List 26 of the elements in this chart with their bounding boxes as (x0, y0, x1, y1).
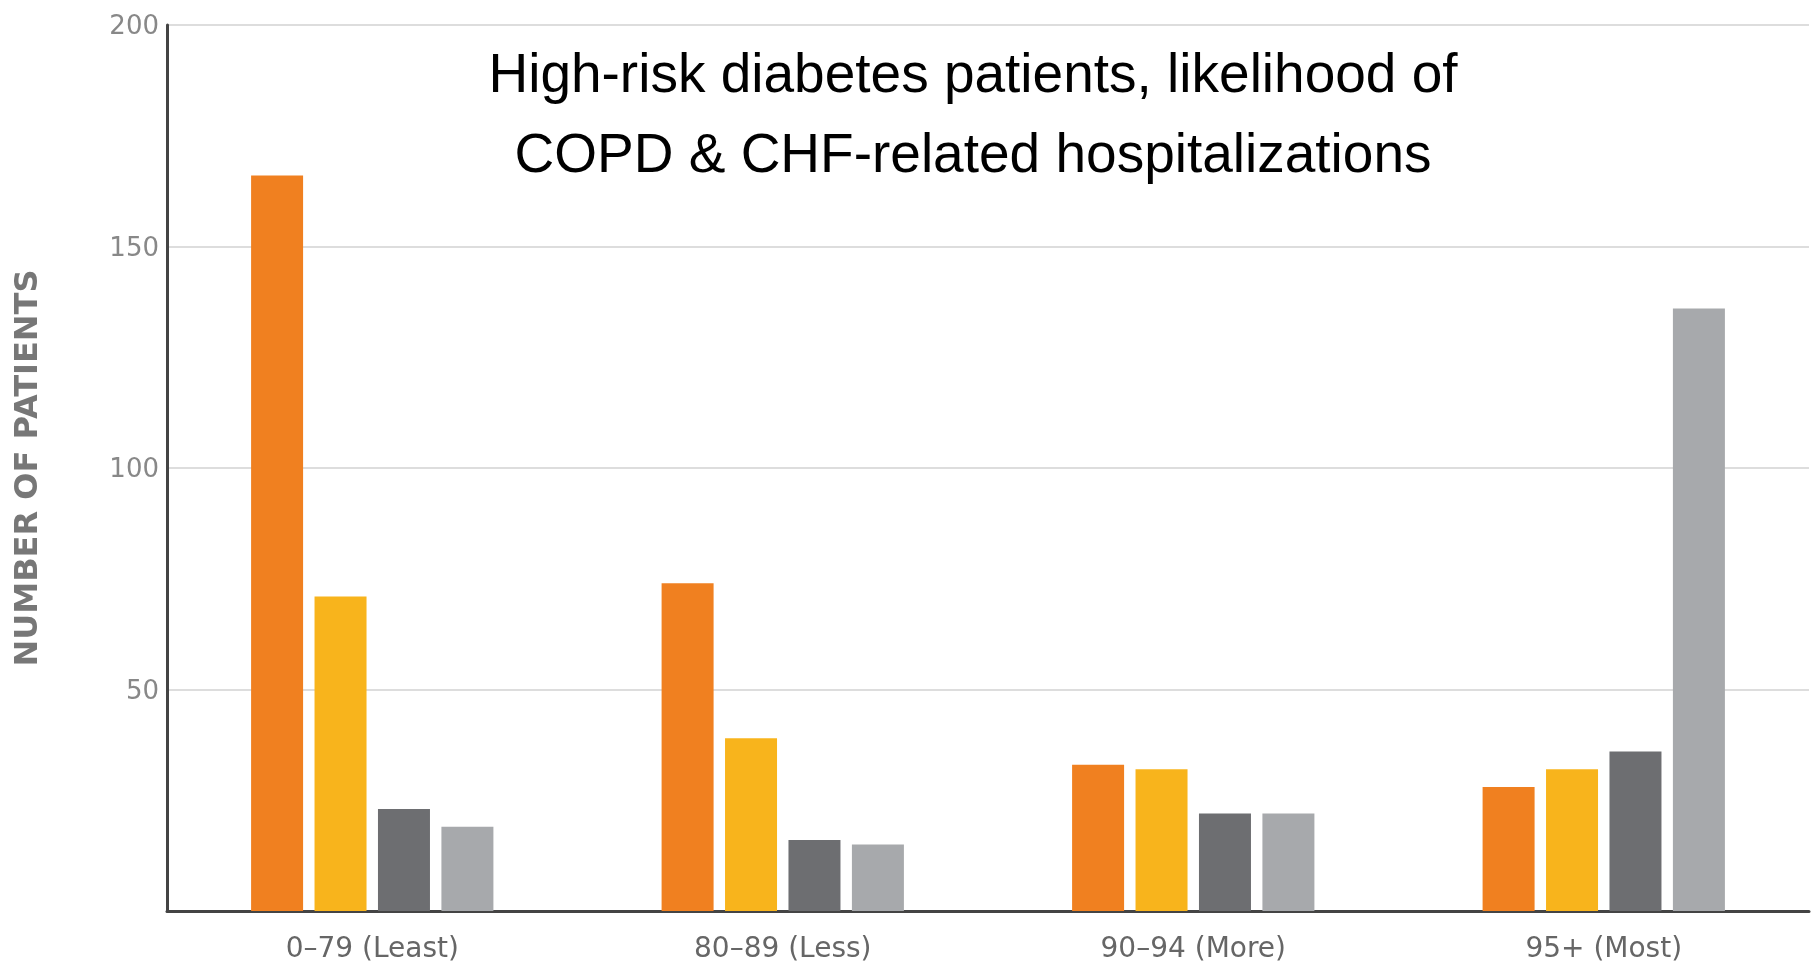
bar (314, 596, 367, 911)
bar (1672, 308, 1725, 911)
bar (788, 840, 841, 911)
bar (441, 826, 494, 911)
x-tick-label: 80–89 (Less) (693, 930, 872, 964)
bar (251, 175, 304, 911)
x-tick-label: 0–79 (Least) (285, 930, 459, 964)
y-tick-label: 50 (125, 674, 159, 705)
bar (661, 583, 714, 911)
bar (1262, 813, 1315, 911)
y-tick-label: 150 (109, 231, 159, 262)
bar (1609, 751, 1662, 911)
x-tick-label: 95+ (Most) (1525, 930, 1683, 964)
y-tick-label: 200 (109, 10, 159, 40)
bar (851, 844, 904, 911)
bar (1482, 786, 1535, 911)
bar (1135, 769, 1188, 911)
bar (377, 809, 430, 911)
x-tick-label: 90–94 (More) (1100, 930, 1286, 964)
bar (1198, 813, 1251, 911)
bar (1546, 769, 1599, 911)
y-axis-title: NUMBER OF PATIENTS (7, 269, 45, 667)
bar (1072, 764, 1125, 911)
text: High-risk diabetes patients, likelihood of COPD & CHF-related hospitalizations (488, 42, 1459, 184)
bar (725, 738, 778, 911)
y-tick-label: 100 (109, 453, 159, 483)
